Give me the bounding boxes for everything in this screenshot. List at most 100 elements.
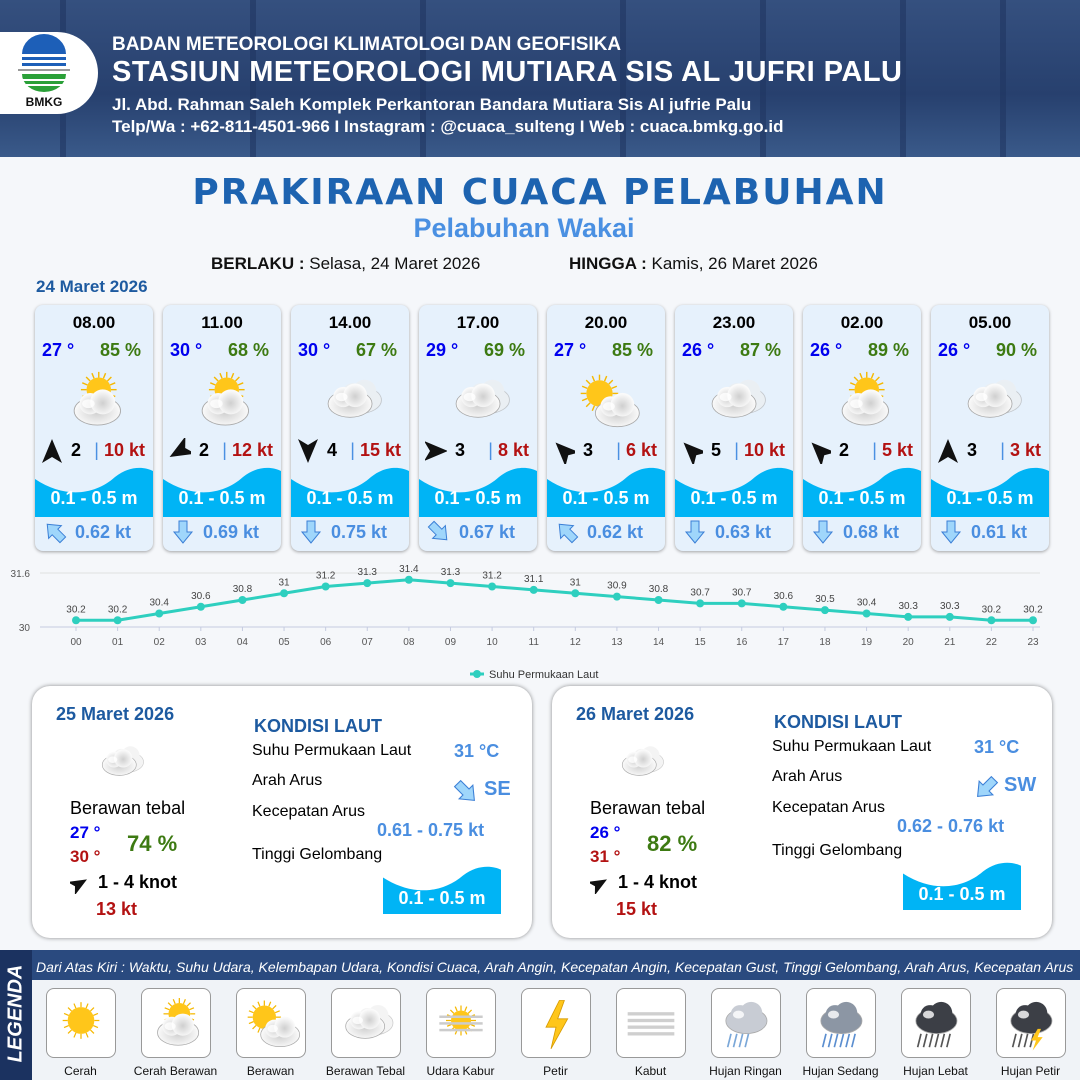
legend-item: Kabut: [603, 988, 698, 1078]
wave-height-value: 0.1 - 0.5 m: [918, 884, 1006, 904]
wind-direction-arrow-icon: [297, 438, 319, 464]
divider: |: [872, 440, 882, 460]
wave-height: 0.1 - 0.5 m: [50, 488, 138, 508]
hujan-sedang-icon: [805, 988, 876, 1058]
data-label: 30.2: [66, 604, 86, 615]
current-speed: 0.75 kt: [331, 522, 388, 542]
station-address: Jl. Abd. Rahman Saleh Komplek Perkantora…: [112, 95, 752, 114]
forecast-time: 20.00: [584, 313, 628, 332]
data-label: 31.1: [524, 574, 544, 585]
data-label: 31: [570, 577, 582, 588]
legend-marker: [473, 670, 481, 678]
x-tick-label: 03: [195, 637, 207, 648]
data-point: [1029, 616, 1037, 625]
wind-speed: 2: [839, 440, 850, 460]
valid-from-label: BERLAKU :: [211, 254, 305, 273]
data-label: 31.2: [482, 571, 502, 582]
current-direction-arrow-icon: [938, 519, 964, 545]
sst-value: 31 °C: [974, 737, 1020, 757]
sea-surface-temperature-chart: 30 31.6 30.2 00 30.2 01 30.4 02 30.6 03 30.8 04 31 05…: [11, 564, 1044, 681]
forecast-card: 02.00 26 ° 89 % 2 | 5 kt 0.1 - 0.5 m 0.6…: [803, 305, 921, 551]
legend-item-label: Hujan Sedang: [802, 1064, 879, 1078]
gust-speed: 13 kt: [96, 899, 138, 919]
min-temperature: 26 °: [590, 823, 621, 842]
x-tick-label: 16: [736, 637, 748, 648]
data-label: 31.3: [358, 567, 378, 578]
gust-speed: 3 kt: [1009, 440, 1041, 460]
legend-item-label: Cerah Berawan: [133, 1064, 218, 1078]
current-speed: 0.61 kt: [971, 522, 1028, 542]
gust-speed-wrap: | 6 kt: [616, 440, 657, 461]
data-label: 30.3: [898, 601, 918, 612]
x-tick-label: 02: [154, 637, 166, 648]
gust-speed-wrap: | 8 kt: [488, 440, 529, 461]
svg-text:BMKG: BMKG: [26, 95, 63, 109]
berawan-icon: [235, 988, 306, 1058]
data-point: [612, 592, 621, 601]
divider: |: [350, 440, 360, 460]
gust-speed: 15 kt: [616, 899, 658, 919]
hujan-ringan-icon: [710, 988, 781, 1058]
current-speed-range: 0.61 - 0.75 kt: [377, 820, 485, 840]
wind-direction-arrow-icon: [553, 438, 580, 467]
wind-speed: 3: [583, 440, 594, 460]
data-point: [779, 602, 788, 611]
min-temperature: 27 °: [70, 823, 101, 842]
air-temperature: 26 °: [810, 340, 843, 360]
sea-condition-title: KONDISI LAUT: [254, 716, 382, 736]
current-direction-arrow-icon: [298, 519, 324, 545]
gust-speed: 12 kt: [231, 440, 273, 460]
wind-speed: 2: [71, 440, 82, 460]
agency-name: BADAN METEOROLOGI KLIMATOLOGI DAN GEOFIS…: [112, 34, 622, 55]
gust-speed-wrap: | 3 kt: [1000, 440, 1041, 461]
legend-item-label: Udara Kabur: [426, 1064, 495, 1078]
banner-decoration: [900, 0, 906, 157]
legend-item: Hujan Sedang: [793, 988, 888, 1078]
max-temperature: 31 °: [590, 847, 621, 866]
forecast-card: 17.00 29 ° 69 % 3 | 8 kt 0.1 - 0.5 m 0.6…: [419, 305, 537, 551]
panel-date: 26 Maret 2026: [576, 704, 695, 724]
wave-icon: [383, 864, 501, 914]
wave-height: 0.1 - 0.5 m: [178, 488, 266, 508]
data-label: 30.2: [108, 604, 128, 615]
forecast-time: 11.00: [201, 313, 243, 332]
cerah-berawan-weather-icon: [827, 369, 899, 431]
series-line: [76, 578, 1033, 622]
current-direction-arrow-icon: [972, 774, 1002, 800]
wind-speed: 5: [711, 440, 722, 460]
current-speed-range: 0.62 - 0.76 kt: [897, 816, 1005, 836]
humidity: 74 %: [127, 831, 178, 856]
forecast-time: 17.00: [456, 313, 500, 332]
legend-tag-text: LEGENDA: [4, 964, 27, 1063]
berawan-tebal-weather-icon: [90, 738, 150, 786]
x-tick-label: 22: [986, 637, 998, 648]
divider: |: [488, 440, 498, 460]
legend-item: Cerah Berawan: [128, 988, 223, 1078]
berawan-tebal-weather-icon: [699, 369, 771, 431]
sea-condition-title: KONDISI LAUT: [774, 712, 902, 732]
wind-speed: 2: [199, 440, 210, 460]
cerah-icon: [45, 988, 116, 1058]
x-tick-label: 05: [278, 637, 290, 648]
current-speed: 0.67 kt: [459, 522, 516, 542]
divider: |: [734, 440, 744, 460]
data-label: 30.7: [732, 587, 752, 598]
port-name: Pelabuhan Wakai: [413, 213, 635, 243]
berawan-tebal-weather-icon: [955, 369, 1027, 431]
legend-item-label: Hujan Ringan: [709, 1064, 782, 1078]
current-speed: 0.62 kt: [587, 522, 644, 542]
legend-item: Udara Kabur: [413, 988, 508, 1078]
x-tick-label: 17: [778, 637, 790, 648]
bmkg-logo: BMKG: [0, 32, 98, 114]
data-label: 30.2: [1023, 604, 1043, 615]
gust-speed: 5 kt: [881, 440, 913, 460]
data-point: [945, 612, 954, 621]
legend-item-label: Petir: [543, 1064, 568, 1078]
legend-item-label: Cerah: [64, 1064, 97, 1078]
legend-item: Hujan Ringan: [698, 988, 793, 1078]
humidity: 87 %: [739, 340, 781, 360]
current-direction-label: Arah Arus: [252, 772, 323, 789]
weather-condition: Berawan tebal: [590, 798, 706, 818]
forecast-time: 23.00: [712, 313, 756, 332]
data-point: [654, 596, 663, 604]
